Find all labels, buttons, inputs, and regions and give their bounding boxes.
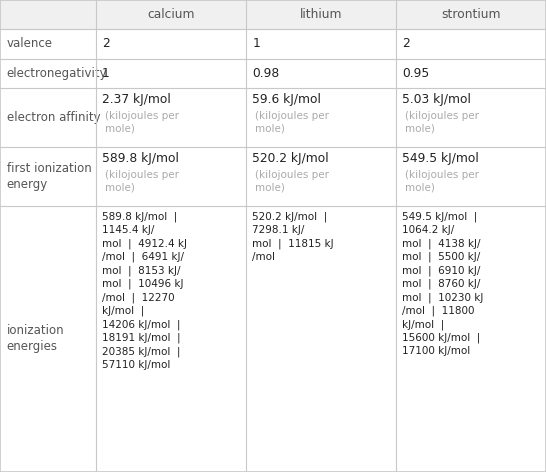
Text: 2.37 kJ/mol: 2.37 kJ/mol [102, 93, 171, 107]
Text: 5.03 kJ/mol: 5.03 kJ/mol [402, 93, 471, 107]
Text: ionization
energies: ionization energies [7, 324, 64, 354]
Text: electronegativity: electronegativity [7, 67, 107, 80]
Text: (kilojoules per
mole): (kilojoules per mole) [255, 111, 329, 134]
Text: (kilojoules per
mole): (kilojoules per mole) [405, 170, 479, 193]
Text: strontium: strontium [441, 8, 501, 21]
Text: lithium: lithium [300, 8, 342, 21]
Text: 59.6 kJ/mol: 59.6 kJ/mol [252, 93, 321, 107]
Text: 1: 1 [102, 67, 110, 80]
Text: 589.8 kJ/mol  |
1145.4 kJ/
mol  |  4912.4 kJ
/mol  |  6491 kJ/
mol  |  8153 kJ/
: 589.8 kJ/mol | 1145.4 kJ/ mol | 4912.4 k… [102, 211, 187, 370]
Text: calcium: calcium [147, 8, 194, 21]
Text: (kilojoules per
mole): (kilojoules per mole) [105, 170, 179, 193]
Text: (kilojoules per
mole): (kilojoules per mole) [255, 170, 329, 193]
Bar [0, 0, 546, 29]
Text: first ionization
energy: first ionization energy [7, 162, 91, 191]
Text: 549.5 kJ/mol  |
1064.2 kJ/
mol  |  4138 kJ/
mol  |  5500 kJ/
mol  |  6910 kJ/
mo: 549.5 kJ/mol | 1064.2 kJ/ mol | 4138 kJ/… [402, 211, 484, 356]
Text: 549.5 kJ/mol: 549.5 kJ/mol [402, 152, 479, 166]
Text: valence: valence [7, 37, 52, 51]
Text: (kilojoules per
mole): (kilojoules per mole) [405, 111, 479, 134]
Text: 520.2 kJ/mol: 520.2 kJ/mol [252, 152, 329, 166]
Text: 1: 1 [252, 37, 260, 51]
Text: 520.2 kJ/mol  |
7298.1 kJ/
mol  |  11815 kJ
/mol: 520.2 kJ/mol | 7298.1 kJ/ mol | 11815 kJ… [252, 211, 334, 261]
Text: 2: 2 [102, 37, 110, 51]
Text: electron affinity: electron affinity [7, 111, 100, 124]
Text: 2: 2 [402, 37, 410, 51]
Text: 589.8 kJ/mol: 589.8 kJ/mol [102, 152, 179, 166]
Text: (kilojoules per
mole): (kilojoules per mole) [105, 111, 179, 134]
Text: 0.95: 0.95 [402, 67, 430, 80]
Text: 0.98: 0.98 [252, 67, 280, 80]
